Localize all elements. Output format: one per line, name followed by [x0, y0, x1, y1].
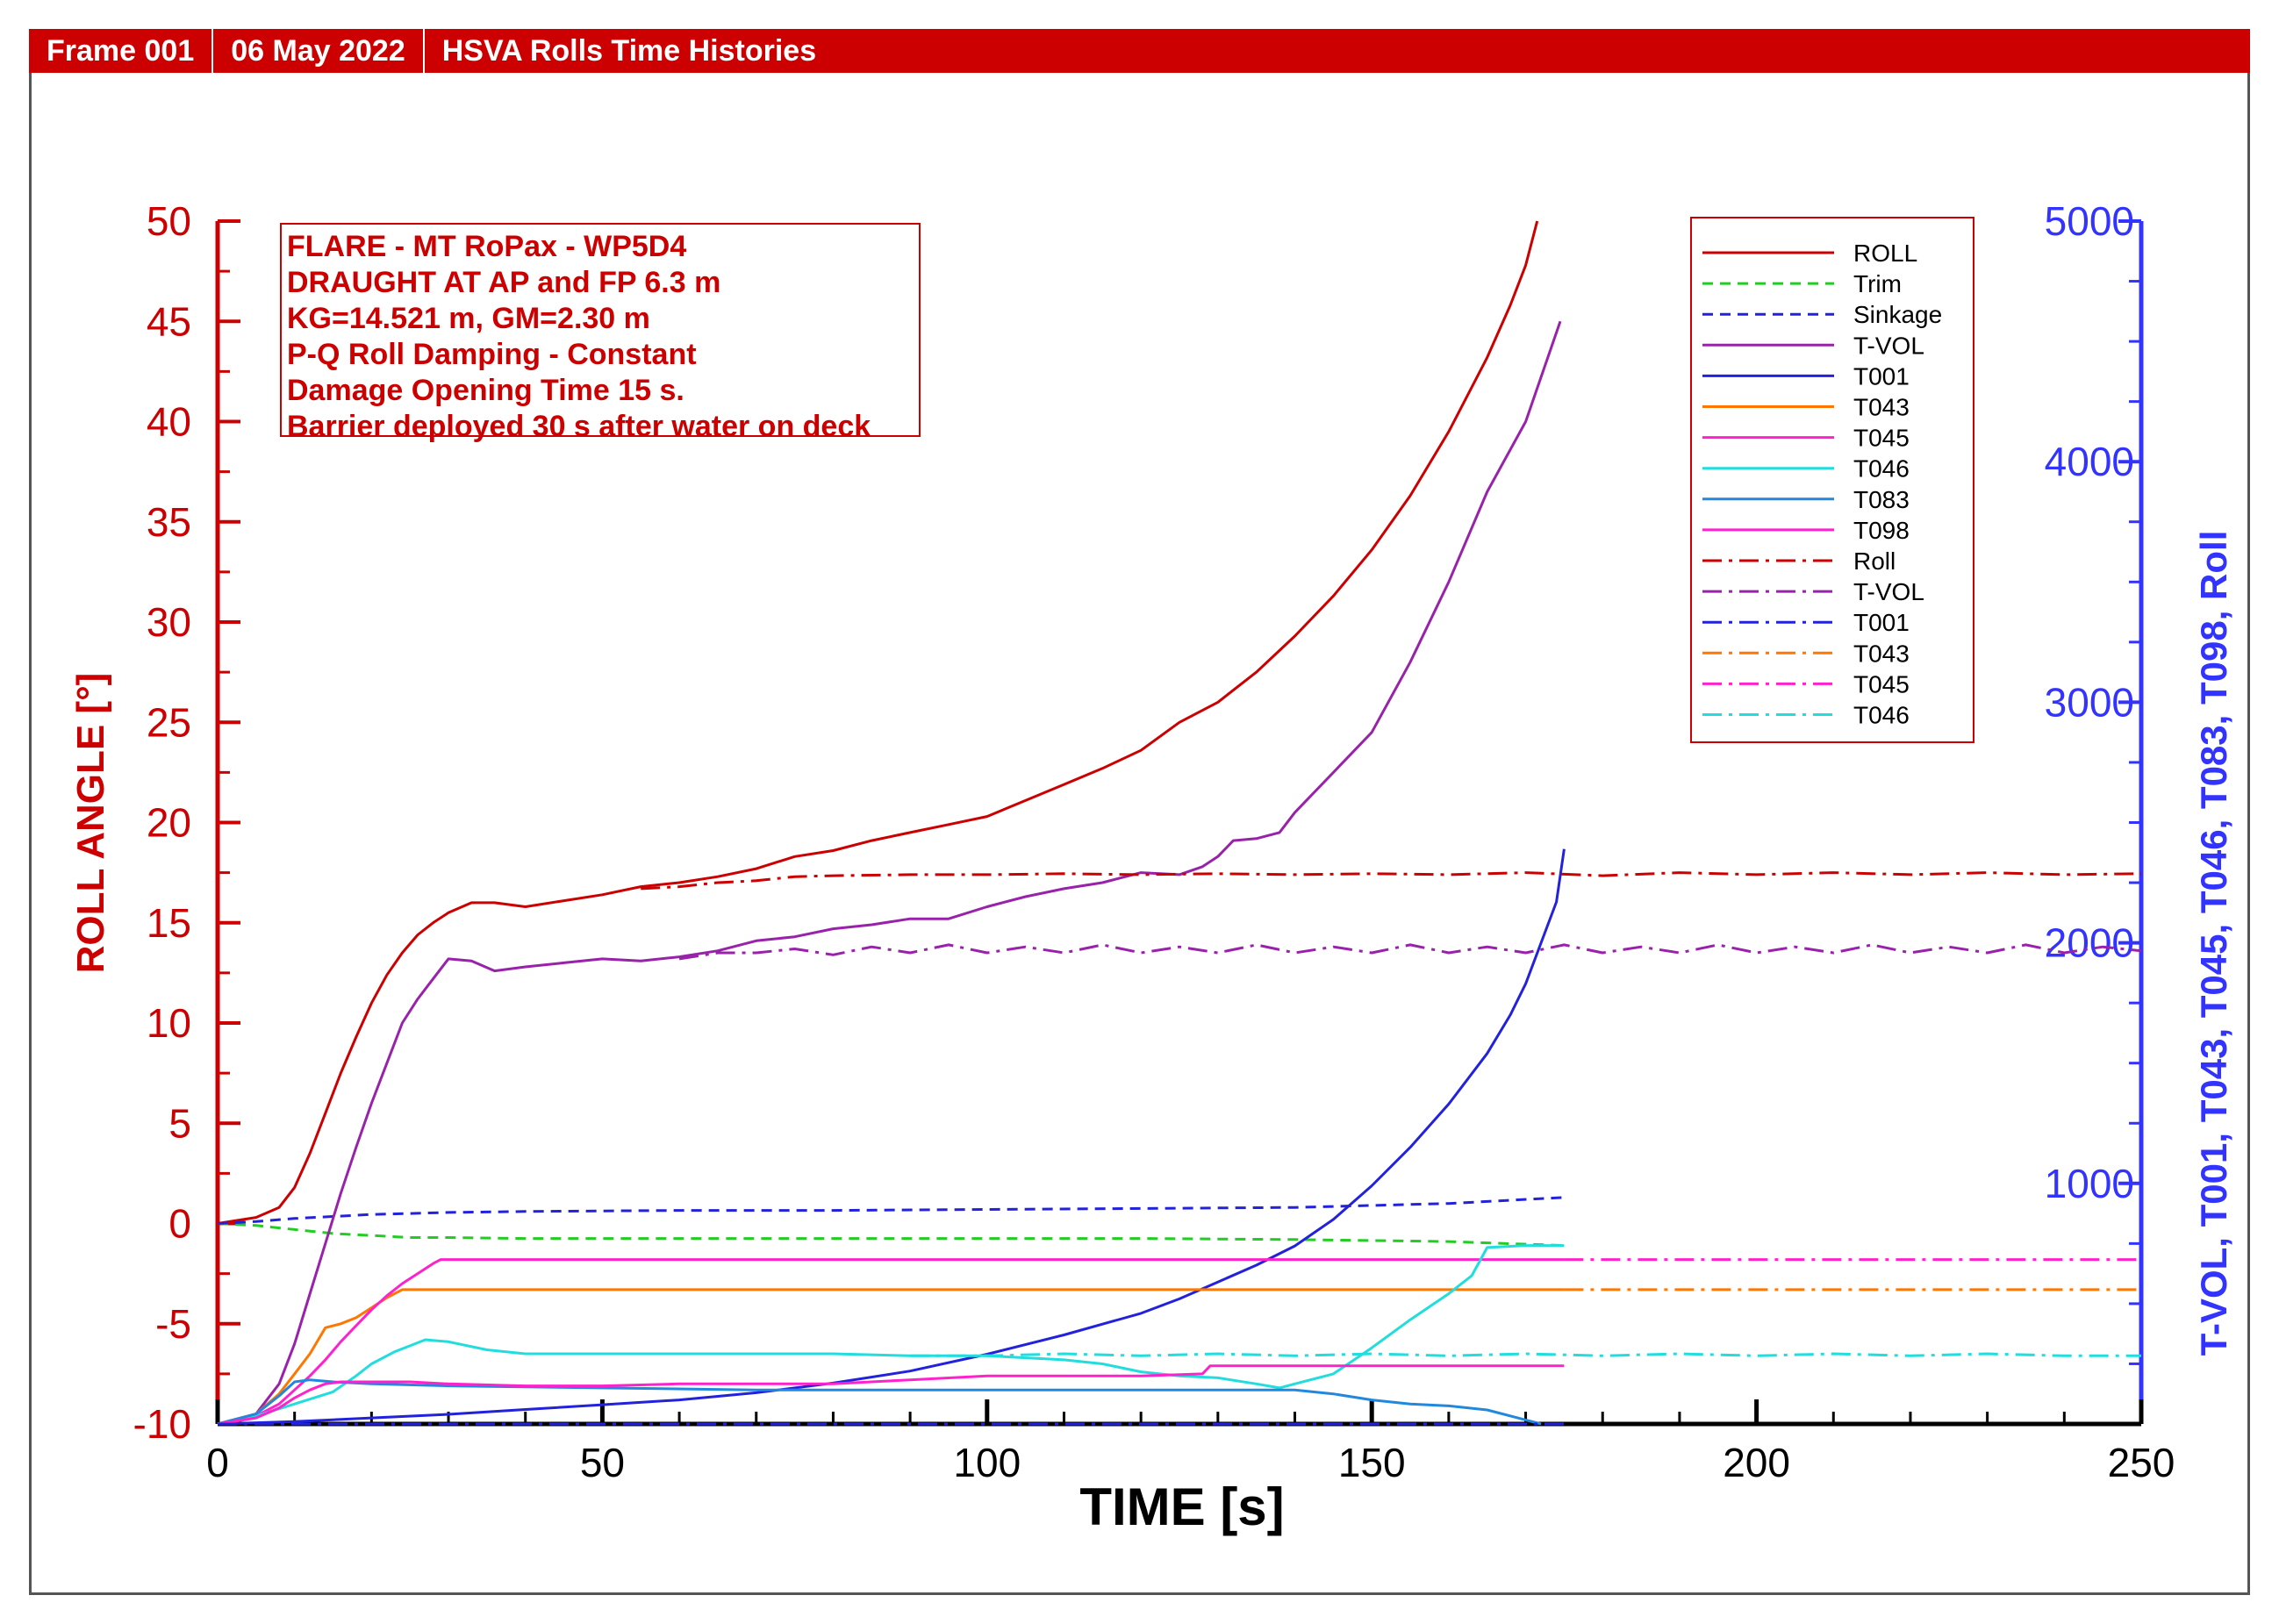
date-label: 06 May 2022: [213, 29, 425, 73]
legend-label: T001: [1853, 362, 1910, 390]
series-layer: [217, 220, 2142, 1426]
x-axis-label: TIME [s]: [1079, 1477, 1284, 1536]
frame-label: Frame 001: [29, 29, 214, 73]
legend-label: T098: [1853, 517, 1910, 544]
x-tick-label: 250: [2108, 1440, 2175, 1485]
y2-tick-label: 1000: [2045, 1161, 2134, 1206]
series-line-15: [910, 1352, 2141, 1357]
legend-label: T-VOL: [1853, 578, 1924, 605]
y2-tick-label: 3000: [2045, 679, 2134, 725]
annotation-line: KG=14.521 m, GM=2.30 m: [287, 302, 650, 335]
x-tick-label: 0: [206, 1440, 229, 1485]
series-line-8: [217, 1378, 1542, 1426]
legend-label: T046: [1853, 702, 1910, 729]
legend-label: T083: [1853, 486, 1910, 513]
y2-tick-label: 5000: [2045, 198, 2134, 244]
y2-tick-label: 4000: [2045, 439, 2134, 484]
legend: ROLL Trim Sinkage T-VOL T001 T043 T045 T046 T083…: [1690, 217, 1974, 743]
y2-tick-label: 2000: [2045, 920, 2134, 966]
y-tick-label: 30: [147, 599, 191, 645]
annotation-line: FLARE - MT RoPax - WP5D4: [287, 230, 686, 263]
series-line-1: [217, 1222, 1565, 1248]
series-line-9: [217, 1364, 1565, 1426]
legend-label: T043: [1853, 640, 1910, 667]
y-axis-label: ROLL ANGLE [°]: [69, 673, 112, 974]
y-tick-label: 20: [147, 800, 191, 846]
legend-frame: [1690, 217, 1974, 743]
chart-title: HSVA Rolls Time Histories: [441, 33, 817, 68]
annotation-frame: [280, 223, 921, 437]
legend-label: T045: [1853, 425, 1910, 452]
legend-label: Trim: [1853, 270, 1902, 297]
legend-label: Roll: [1853, 547, 1896, 575]
legend-label: T045: [1853, 670, 1910, 698]
y-tick-label: 15: [147, 900, 191, 946]
y-tick-label: 35: [147, 499, 191, 545]
series-line-4: [217, 848, 1566, 1426]
y-tick-label: 45: [147, 298, 191, 344]
series-line-5: [217, 1288, 1565, 1426]
legend-label: T043: [1853, 394, 1910, 421]
x-tick-label: 150: [1338, 1440, 1406, 1485]
annotation-line: P-Q Roll Damping - Constant: [287, 338, 697, 371]
series-line-11: [678, 943, 2142, 961]
y-tick-label: 40: [147, 399, 191, 445]
header-bar: Frame 001 06 May 2022 HSVA Rolls Time Hi…: [29, 29, 2250, 73]
legend-label: Sinkage: [1853, 301, 1942, 328]
y2-axis-label: T-VOL, T001, T043, T045, T046, T083, T09…: [2193, 531, 2234, 1356]
series-line-0: [217, 220, 1539, 1225]
series-line-3: [217, 320, 1562, 1426]
y-tick-label: 0: [168, 1201, 191, 1247]
series-line-2: [217, 1196, 1565, 1225]
y-tick-label: 10: [147, 1000, 191, 1046]
x-tick-label: 100: [953, 1440, 1021, 1485]
annotation-line: Damage Opening Time 15 s.: [287, 374, 684, 407]
y-tick-label: -10: [133, 1401, 191, 1447]
y-tick-label: 5: [168, 1100, 191, 1146]
legend-label: ROLL: [1853, 240, 1917, 267]
legend-label: T046: [1853, 455, 1910, 483]
x-tick-label: 50: [580, 1440, 625, 1485]
annotation-line: DRAUGHT AT AP and FP 6.3 m: [287, 266, 720, 299]
legend-label: T001: [1853, 609, 1910, 636]
y-tick-label: 50: [147, 198, 191, 244]
annotation-line: Barrier deployed 30 s after water on dec…: [287, 410, 871, 443]
x-tick-label: 200: [1723, 1440, 1790, 1485]
legend-label: T-VOL: [1853, 332, 1924, 359]
y-tick-label: -5: [155, 1301, 191, 1347]
series-line-10: [641, 871, 2142, 891]
y-tick-label: 25: [147, 699, 191, 745]
series-line-6: [217, 1258, 1565, 1426]
